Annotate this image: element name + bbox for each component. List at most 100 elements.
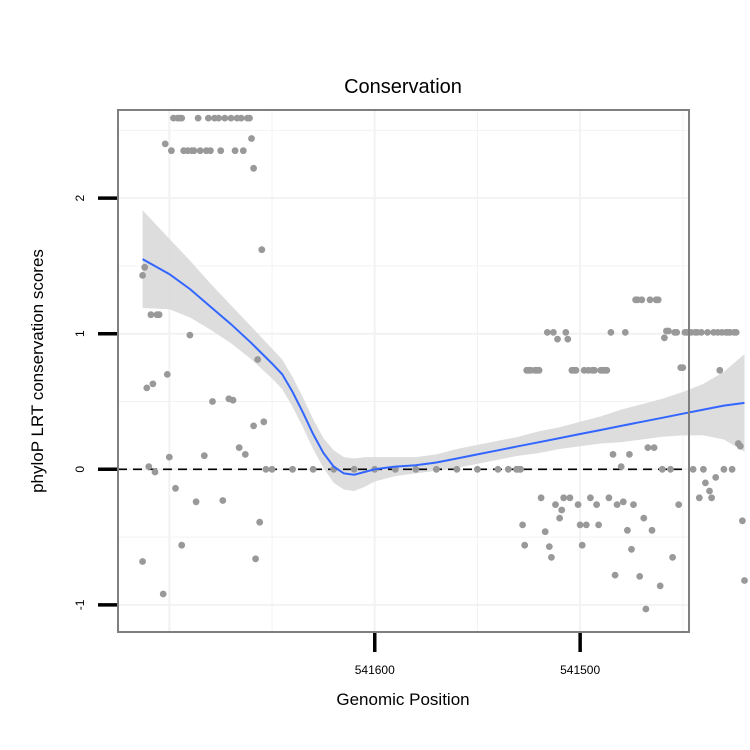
data-point [669, 554, 676, 561]
data-point [548, 554, 555, 561]
data-point [689, 465, 697, 473]
data-point [644, 444, 652, 451]
data-point [258, 246, 266, 254]
data-point [190, 147, 198, 155]
data-point [254, 356, 262, 363]
data-point [572, 366, 580, 374]
x-tick-label: 541500 [560, 663, 600, 677]
data-point [519, 521, 526, 529]
data-point [702, 479, 709, 487]
data-point [239, 147, 247, 155]
data-point [545, 543, 553, 550]
data-point [178, 541, 186, 549]
data-point [241, 451, 249, 458]
data-point [543, 329, 551, 336]
chart-title: Conservation [344, 76, 462, 98]
y-tick-label: 1 [73, 330, 87, 337]
data-point [628, 545, 635, 553]
data-point [219, 497, 227, 504]
data-point [648, 526, 656, 534]
data-point [207, 147, 214, 155]
data-point [700, 465, 707, 473]
data-point [159, 590, 167, 598]
data-point [667, 465, 674, 473]
smooth-line-group [142, 258, 745, 476]
data-point [708, 494, 715, 502]
data-point [262, 465, 270, 473]
x-axis-ticks: 541600 541500 [355, 633, 600, 677]
data-point [260, 418, 268, 426]
data-point [554, 335, 561, 343]
data-point [309, 465, 317, 473]
data-point [697, 329, 705, 336]
data-point [593, 501, 600, 508]
data-point [147, 311, 155, 319]
data-point [661, 334, 668, 342]
panel-border [117, 109, 690, 633]
data-point [250, 164, 257, 172]
data-point [613, 501, 621, 508]
data-point [732, 329, 740, 336]
data-point [453, 465, 461, 473]
data-point [268, 465, 276, 473]
x-tick-label: 541600 [355, 663, 395, 677]
data-point [728, 465, 736, 473]
data-point [656, 582, 664, 590]
data-point [143, 384, 151, 392]
data-point [595, 521, 602, 529]
data-point [558, 506, 566, 514]
x-axis-label: Genomic Position [336, 690, 469, 709]
data-point [350, 465, 358, 473]
data-point [621, 329, 629, 336]
data-point [168, 147, 175, 155]
data-point [196, 147, 204, 155]
data-point [576, 521, 584, 529]
data-point [607, 329, 615, 336]
data-point [626, 451, 633, 458]
data-point [720, 465, 728, 473]
data-point [256, 518, 264, 526]
data-point [574, 501, 582, 508]
data-point [564, 335, 572, 343]
data-point [646, 296, 654, 304]
data-point [556, 514, 563, 522]
data-point [642, 605, 650, 613]
data-point [654, 296, 662, 304]
data-point [246, 114, 253, 122]
data-point [289, 465, 296, 473]
data-point [194, 114, 202, 122]
data-point [605, 494, 613, 502]
data-point [611, 571, 619, 579]
data-point [739, 517, 746, 525]
data-point [587, 494, 594, 502]
data-point [231, 147, 239, 155]
data-point [562, 329, 570, 336]
data-point [215, 114, 223, 122]
data-point [139, 558, 147, 565]
data-point [636, 573, 644, 580]
y-axis-label: phyloP LRT conservation scores [28, 249, 47, 493]
data-point [566, 494, 574, 502]
data-point [433, 465, 440, 473]
smooth-line [142, 258, 745, 476]
y-tick-label: 0 [73, 466, 87, 473]
data-point [227, 114, 235, 122]
data-point [504, 465, 512, 473]
data-point [252, 555, 259, 563]
data-point [741, 577, 748, 584]
data-point [695, 494, 703, 502]
data-point [658, 465, 666, 473]
data-point [541, 528, 549, 536]
data-point [665, 327, 672, 335]
data-point [609, 451, 617, 458]
data-point [517, 465, 524, 473]
data-point [248, 135, 255, 142]
data-point [145, 463, 153, 470]
data-point [640, 514, 648, 522]
data-point [209, 398, 216, 405]
data-point [630, 501, 637, 508]
data-point [578, 541, 586, 549]
data-point [151, 468, 159, 476]
data-point [624, 526, 631, 534]
data-point [650, 444, 658, 451]
